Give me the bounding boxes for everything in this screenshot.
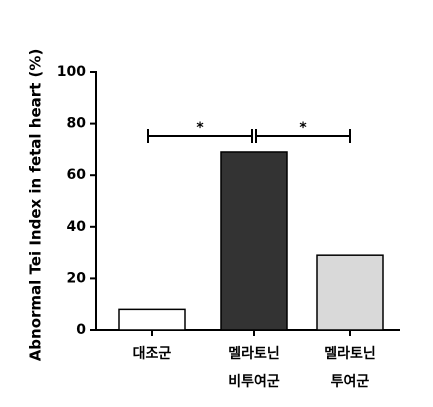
x-tick-label: 대조군 [133,346,172,362]
y-tick-label: 0 [76,322,86,338]
x-tick-label: 비투여군 [228,373,280,390]
y-tick-label: 20 [67,270,87,286]
bar [118,308,186,331]
bar [220,151,288,331]
y-axis-label: Abnormal Tei Index in fetal heart (%) [27,49,45,362]
bar [316,254,384,331]
y-tick-label: 80 [67,116,87,132]
y-tick-label: 100 [57,64,86,80]
significance-label: * [299,120,307,136]
y-tick-label: 60 [67,167,87,183]
y-tick-label: 40 [67,219,87,235]
significance-label: * [196,120,204,136]
x-tick-label: 투여군 [331,373,370,390]
x-tick-label: 멜라토닌 [228,346,280,362]
x-tick-label: 멜라토닌 [324,346,376,362]
